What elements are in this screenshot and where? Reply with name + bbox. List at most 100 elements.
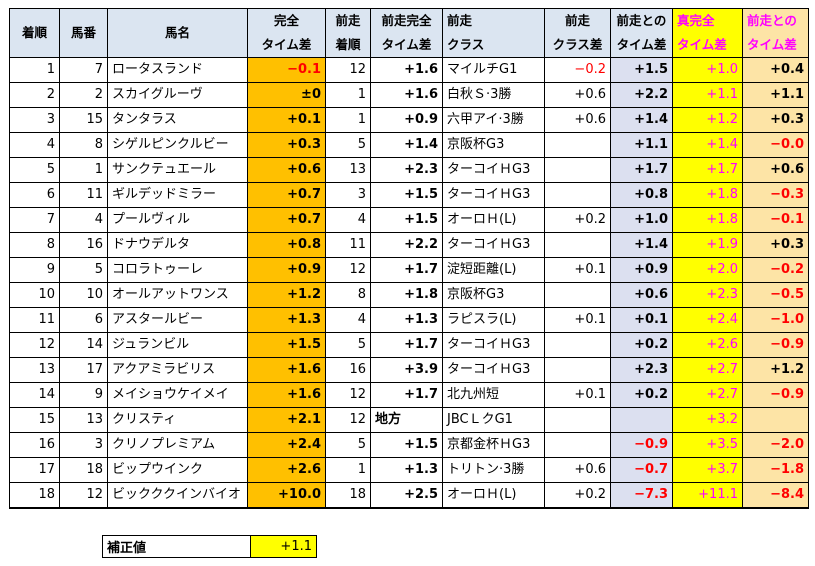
cell-prev-time: +0.6: [610, 282, 673, 308]
cell-rank: 9: [9, 257, 60, 283]
table-row: 6 11 ギルデッドミラー +0.7 3 +1.5 ターコイＨG3 +0.8 +1.8 −0.3: [9, 182, 809, 208]
cell-prev-kanzen: +1.6: [370, 82, 443, 108]
cell-kanzen: +0.7: [247, 182, 326, 208]
cell-prev-rank: 3: [325, 182, 371, 208]
header-zenso-kanzen-bottom: タイム差: [370, 33, 443, 58]
table-row: 8 16 ドナウデルタ +0.8 11 +2.2 ターコイＨG3 +1.4 +1.9 +0.3: [9, 232, 809, 258]
cell-class-diff: +0.6: [544, 82, 611, 108]
cell-prev-time: +0.2: [610, 332, 673, 358]
table-row: 2 2 スカイグルーヴ ±0 1 +1.6 白秋Ｓ·3勝 +0.6 +2.2 +1.1 +1.1: [9, 82, 809, 108]
cell-diff: +0.3: [742, 107, 809, 133]
cell-shin: +1.8: [672, 182, 743, 208]
cell-shin: +2.0: [672, 257, 743, 283]
cell-umaban: 14: [59, 332, 108, 358]
cell-kanzen: +1.6: [247, 357, 326, 383]
cell-shin: +3.2: [672, 407, 743, 433]
table-row: 16 3 クリノプレミアム +2.4 5 +1.5 京都金杯ＨG3 −0.9 +3.5 −2.0: [9, 432, 809, 458]
cell-rank: 5: [9, 157, 60, 183]
cell-umaban: 17: [59, 357, 108, 383]
cell-shin: +2.3: [672, 282, 743, 308]
cell-class-diff: +0.1: [544, 257, 611, 283]
cell-class-diff: [544, 182, 611, 208]
cell-diff: +1.1: [742, 82, 809, 108]
cell-kanzen: +1.6: [247, 382, 326, 408]
cell-prev-kanzen: +1.3: [370, 307, 443, 333]
cell-class-diff: [544, 232, 611, 258]
cell-prev-rank: 5: [325, 432, 371, 458]
cell-umaban: 9: [59, 382, 108, 408]
table-row: 18 12 ビックククインバイオ +10.0 18 +2.5 オーロＨ(L) +0.2 −7.3…: [9, 482, 809, 509]
header-kanzen-bottom: タイム差: [247, 33, 326, 58]
cell-rank: 17: [9, 457, 60, 483]
header-chakujun: 着順: [9, 8, 60, 58]
cell-prev-class: 白秋Ｓ·3勝: [442, 82, 545, 108]
table-row: 10 10 オールアットワンス +1.2 8 +1.8 京阪杯G3 +0.6 +2.3 −0.5: [9, 282, 809, 308]
cell-diff: +0.4: [742, 57, 809, 83]
cell-prev-class: ターコイＨG3: [442, 357, 545, 383]
cell-prev-time: +2.3: [610, 357, 673, 383]
cell-shin: +1.4: [672, 132, 743, 158]
cell-class-diff: [544, 407, 611, 433]
cell-rank: 13: [9, 357, 60, 383]
cell-class-diff: +0.6: [544, 107, 611, 133]
cell-kanzen: +2.4: [247, 432, 326, 458]
cell-kanzen: +10.0: [247, 482, 326, 509]
cell-prev-time: +1.4: [610, 107, 673, 133]
table-row: 13 17 アクアミラビリス +1.6 16 +3.9 ターコイＨG3 +2.3 +2.7 +1.…: [9, 357, 809, 383]
cell-prev-kanzen: +1.8: [370, 282, 443, 308]
cell-bamei: ドナウデルタ: [107, 232, 248, 258]
cell-rank: 2: [9, 82, 60, 108]
header-class-sa-bottom: クラス差: [544, 33, 611, 58]
cell-prev-class: マイルチG1: [442, 57, 545, 83]
header-zenso-to-bottom: タイム差: [742, 33, 809, 58]
cell-prev-time: +0.1: [610, 307, 673, 333]
cell-rank: 11: [9, 307, 60, 333]
hosei-label: 補正値: [102, 535, 251, 558]
cell-prev-time: +1.1: [610, 132, 673, 158]
cell-prev-kanzen: +1.7: [370, 382, 443, 408]
cell-prev-rank: 12: [325, 407, 371, 433]
cell-shin: +3.5: [672, 432, 743, 458]
cell-prev-time: +1.7: [610, 157, 673, 183]
table-row: 15 13 クリスティ +2.1 12 地方 JBCＬクG1 +3.2: [9, 407, 809, 433]
table-row: 3 15 タンタラス +0.1 1 +0.9 六甲アイ·3勝 +0.6 +1.4 +1.2 +0.3: [9, 107, 809, 133]
cell-prev-rank: 5: [325, 132, 371, 158]
cell-diff: −0.9: [742, 382, 809, 408]
cell-prev-rank: 16: [325, 357, 371, 383]
cell-bamei: ジュランビル: [107, 332, 248, 358]
cell-umaban: 3: [59, 432, 108, 458]
cell-prev-rank: 18: [325, 482, 371, 509]
cell-bamei: ギルデッドミラー: [107, 182, 248, 208]
cell-class-diff: [544, 282, 611, 308]
cell-umaban: 18: [59, 457, 108, 483]
cell-bamei: スカイグルーヴ: [107, 82, 248, 108]
cell-umaban: 11: [59, 182, 108, 208]
header-bamei: 馬名: [107, 8, 248, 58]
cell-umaban: 7: [59, 57, 108, 83]
header-zenso-time-bottom: タイム差: [610, 33, 673, 58]
cell-shin: +2.4: [672, 307, 743, 333]
cell-prev-kanzen: +1.5: [370, 207, 443, 233]
cell-prev-class: ラピスラ(L): [442, 307, 545, 333]
cell-bamei: ロータスランド: [107, 57, 248, 83]
cell-kanzen: +1.2: [247, 282, 326, 308]
cell-diff: +0.3: [742, 232, 809, 258]
cell-umaban: 13: [59, 407, 108, 433]
cell-prev-class: ターコイＨG3: [442, 182, 545, 208]
header-zenso-time-top: 前走との: [610, 8, 673, 33]
cell-bamei: ビップウインク: [107, 457, 248, 483]
cell-prev-time: [610, 407, 673, 433]
cell-rank: 12: [9, 332, 60, 358]
cell-kanzen: +0.1: [247, 107, 326, 133]
cell-prev-rank: 1: [325, 82, 371, 108]
cell-bamei: メイショウケイメイ: [107, 382, 248, 408]
cell-class-diff: −0.2: [544, 57, 611, 83]
cell-diff: −0.1: [742, 207, 809, 233]
cell-kanzen: +0.3: [247, 132, 326, 158]
cell-rank: 15: [9, 407, 60, 433]
cell-prev-kanzen: +1.5: [370, 432, 443, 458]
cell-rank: 7: [9, 207, 60, 233]
cell-prev-rank: 11: [325, 232, 371, 258]
cell-umaban: 8: [59, 132, 108, 158]
cell-diff: +1.2: [742, 357, 809, 383]
